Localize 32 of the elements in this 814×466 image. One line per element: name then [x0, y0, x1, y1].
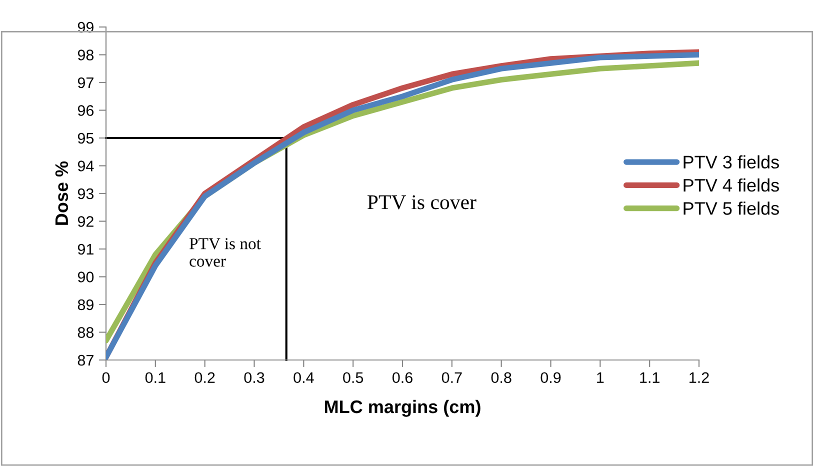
y-tick-label: 93 [78, 188, 94, 200]
x-tick-label: 0.5 [343, 372, 364, 384]
annotation: PTV is not cover [190, 238, 261, 267]
y-tick-label: 90 [78, 272, 94, 282]
x-tick-label: 0.6 [392, 372, 412, 384]
legend-label: PTV 3 fields [684, 155, 779, 169]
y-tick-label: 94 [78, 160, 94, 172]
y-axis-title: Dose % [55, 161, 68, 225]
y-tick-label: 88 [78, 327, 94, 338]
annotation: PTV is cover [368, 195, 476, 210]
y-tick-label: 87 [78, 354, 94, 366]
x-tick-label: 0.1 [145, 372, 166, 384]
x-tick-label: 0.9 [540, 372, 561, 384]
legend-label: PTV 5 fields [684, 202, 779, 215]
x-tick-label: 0 [102, 372, 110, 384]
x-axis-title: MLC margins (cm) [324, 400, 480, 417]
x-tick-label: 0.2 [194, 372, 215, 384]
y-tick-label: 95 [78, 132, 94, 144]
x-tick-label: 1.2 [690, 372, 709, 383]
x-tick-label: 1.1 [640, 372, 660, 383]
x-tick-label: 0.8 [491, 372, 512, 384]
y-tick-label: 91 [78, 244, 94, 255]
x-tick-label: 0.7 [442, 372, 462, 384]
y-tick-label: 92 [78, 216, 94, 227]
legend-label: PTV 4 fields [684, 178, 779, 192]
y-tick-label: 98 [78, 50, 94, 60]
y-tick-label: 96 [78, 105, 94, 116]
x-tick-label: 0.3 [244, 372, 264, 384]
x-tick-label: 0.4 [294, 372, 314, 384]
y-tick-label: 89 [78, 299, 94, 310]
y-tick-label: 97 [78, 77, 94, 88]
x-tick-label: 1 [597, 372, 604, 383]
